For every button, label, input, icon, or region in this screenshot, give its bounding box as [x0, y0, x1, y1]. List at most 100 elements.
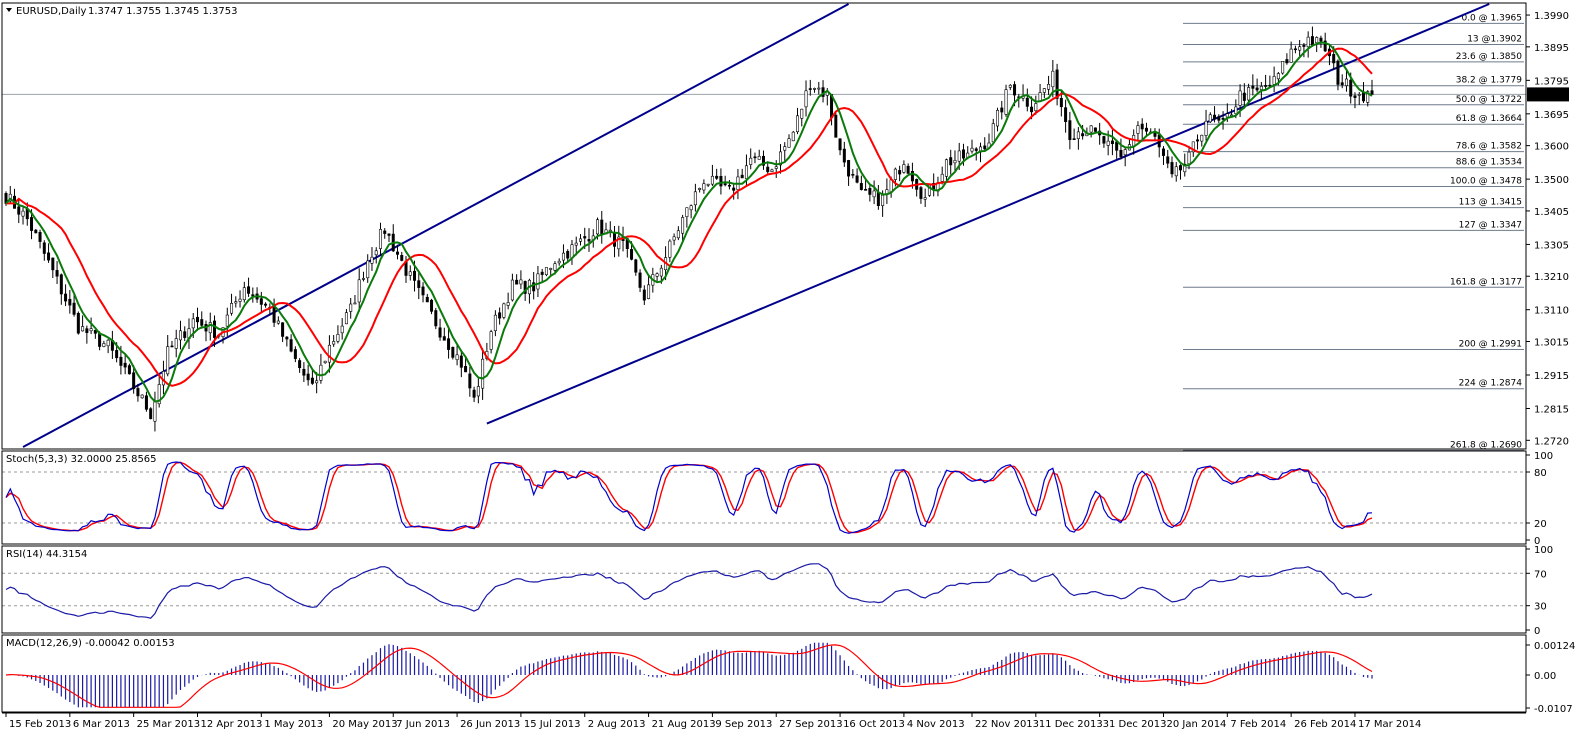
macd-panel[interactable]: [5, 642, 1373, 708]
fib-level-label: 261.8 @ 1.2690: [1450, 440, 1522, 450]
candle-body: [791, 131, 795, 142]
candle-body: [378, 229, 382, 249]
candle-body: [1051, 70, 1055, 88]
candle-body: [285, 336, 289, 340]
date-tick-label: 12 Apr 2013: [200, 719, 262, 730]
candle-body: [557, 260, 561, 264]
price-tick-label: 1.3210: [1534, 272, 1569, 283]
candle-body: [1093, 127, 1097, 132]
candle-body: [1276, 73, 1280, 80]
candle-body: [464, 365, 468, 373]
candle-body: [434, 310, 438, 327]
stochastic-panel[interactable]: [2, 461, 1526, 534]
date-tick-label: 16 Oct 2013: [843, 719, 905, 730]
candle-body: [93, 329, 97, 334]
candle-body: [353, 302, 357, 305]
price-tick-label: 1.3695: [1534, 110, 1569, 121]
candle-body: [910, 170, 914, 182]
candle-body: [689, 205, 693, 211]
candle-body: [157, 384, 161, 405]
candle-body: [421, 286, 425, 296]
candle-body: [374, 250, 378, 256]
candle-body: [447, 338, 451, 350]
candle-body: [396, 251, 400, 255]
date-tick-label: 7 Feb 2014: [1230, 719, 1286, 730]
candle-body: [238, 298, 242, 302]
candle-body: [502, 303, 506, 318]
rsi-panel[interactable]: [2, 563, 1526, 619]
candle-body: [144, 395, 148, 410]
candle-body: [1285, 59, 1289, 64]
candle-body: [1259, 86, 1263, 90]
candle-body: [306, 373, 310, 381]
candle-body: [1136, 125, 1140, 134]
panel-frame-4: [1, 634, 1527, 713]
date-tick-label: 1 May 2013: [264, 719, 323, 730]
macd-tick-label: 0.00124: [1534, 641, 1575, 652]
candle-body: [685, 207, 689, 217]
candle-body: [1281, 61, 1285, 74]
candle-body: [1357, 94, 1361, 96]
price-panel[interactable]: [4, 3, 1490, 448]
candle-body: [89, 328, 93, 332]
candle-body: [1302, 44, 1306, 47]
candle-body: [370, 256, 374, 264]
stoch-tick-label: 80: [1534, 468, 1547, 479]
candle-body: [1336, 60, 1340, 85]
candle-body: [430, 299, 434, 312]
candle-body: [672, 236, 676, 241]
price-tick-label: 1.3500: [1534, 175, 1569, 186]
candle-body: [1268, 84, 1272, 87]
candle-body: [472, 389, 476, 398]
candle-body: [774, 166, 778, 169]
candle-body: [1217, 116, 1221, 121]
stoch-tick-label: 20: [1534, 519, 1547, 530]
candle-body: [115, 350, 119, 359]
candle-body: [1272, 76, 1276, 85]
price-tick-label: 1.3600: [1534, 142, 1569, 153]
candle-body: [468, 373, 472, 389]
candle-body: [76, 312, 80, 334]
candle-body: [1170, 162, 1174, 175]
candle-body: [851, 173, 855, 176]
candle-body: [17, 206, 21, 215]
price-tick-label: 1.2720: [1534, 436, 1569, 447]
candle-body: [408, 271, 412, 276]
candle-body: [770, 169, 774, 172]
candle-body: [234, 301, 238, 304]
candle-body: [864, 188, 868, 191]
candle-body: [315, 380, 319, 384]
candle-body: [647, 284, 651, 299]
price-tick-label: 1.3990: [1534, 11, 1569, 22]
macd-signal-line: [5, 644, 1373, 708]
candle-body: [1247, 87, 1251, 101]
fib-level-label: 38.2 @ 1.3779: [1456, 76, 1523, 86]
candle-body: [834, 114, 838, 138]
candle-body: [549, 268, 553, 270]
candle-body: [242, 287, 246, 301]
candle-body: [38, 232, 42, 242]
price-tick-label: 1.3110: [1534, 306, 1569, 317]
candle-body: [1213, 114, 1217, 120]
axes: 1.3990 1.3895 1.3795 1.3695 1.3600 1.3500 1.34…: [1, 2, 1575, 730]
candle-body: [1119, 149, 1123, 157]
candle-body: [749, 157, 753, 165]
fib-level-label: 224 @ 1.2874: [1459, 379, 1523, 389]
candle-body: [170, 345, 174, 348]
candle-body: [1289, 48, 1293, 63]
candle-body: [808, 88, 812, 90]
candle-body: [1264, 85, 1268, 87]
candle-body: [310, 377, 314, 384]
candle-body: [264, 303, 268, 306]
candle-body: [506, 302, 510, 306]
candle-body: [357, 279, 361, 303]
fib-level-label: 88.6 @ 1.3534: [1456, 158, 1523, 168]
panel-frame-1: [1, 2, 1527, 450]
macd-title: MACD(12,26,9) -0.00042 0.00153: [6, 638, 175, 649]
candle-body: [361, 278, 365, 280]
date-tick-label: 17 Mar 2014: [1358, 719, 1421, 730]
candle-body: [106, 339, 110, 347]
candle-body: [1064, 107, 1068, 122]
candle-body: [30, 217, 34, 231]
